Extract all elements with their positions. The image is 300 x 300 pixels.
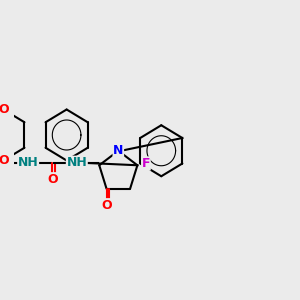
Text: O: O bbox=[101, 199, 112, 212]
Text: N: N bbox=[113, 144, 124, 157]
Text: F: F bbox=[142, 157, 150, 170]
Text: O: O bbox=[0, 154, 9, 167]
Text: O: O bbox=[47, 173, 58, 186]
Text: O: O bbox=[0, 103, 9, 116]
Text: NH: NH bbox=[18, 156, 38, 169]
Text: NH: NH bbox=[66, 156, 87, 169]
